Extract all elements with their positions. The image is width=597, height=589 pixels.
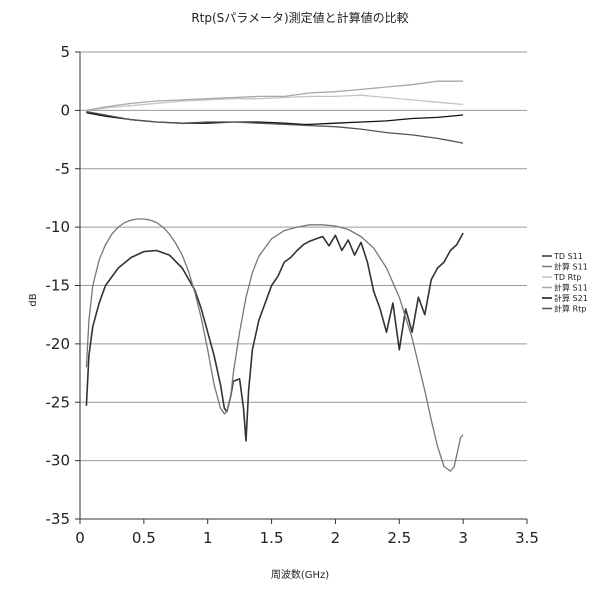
series-line-1 [85, 218, 464, 472]
legend-label: TD S11 [553, 252, 583, 261]
y-tick-label: 0 [60, 101, 70, 119]
x-tick-label: 0 [75, 529, 85, 547]
y-tick-label: -25 [46, 393, 71, 411]
x-tick-label: 0.5 [132, 529, 156, 547]
legend-label: 計算 S11 [554, 262, 588, 272]
legend-label: 計算 S11 [554, 283, 588, 293]
legend-label: 計算 S21 [554, 293, 588, 303]
chart-title: Rtp(Sパラメータ)測定値と計算値の比較 [191, 10, 408, 25]
y-tick-label: -15 [46, 277, 71, 295]
y-tick-label: -35 [46, 510, 71, 528]
x-tick-label: 3.5 [515, 529, 539, 547]
x-tick-label: 3 [458, 529, 468, 547]
x-tick-label: 1.5 [260, 529, 284, 547]
x-axis-title: 周波数(GHz) [271, 568, 329, 581]
x-tick-label: 1 [203, 529, 213, 547]
axes: 50-5-10-15-20-25-30-350 0.5 1 1.5 2 2.5 3 3.5 [46, 43, 539, 547]
legend-label: TD Rtp [553, 273, 581, 282]
series-line-5 [86, 110, 464, 144]
series-line-0 [85, 232, 464, 442]
x-tick-label: 2.5 [387, 529, 411, 547]
y-tick-label: -5 [55, 160, 70, 178]
series-line-2 [86, 94, 464, 112]
series-lines [85, 80, 464, 472]
series-line-4 [86, 112, 464, 126]
legend-label: 計算 Rtp [554, 304, 586, 314]
y-tick-label: -10 [46, 218, 71, 236]
y-tick-label: -30 [46, 452, 71, 470]
series-line-3 [86, 80, 464, 112]
y-tick-label: 5 [60, 43, 70, 61]
gridlines [80, 51, 527, 462]
y-tick-label: -20 [46, 335, 71, 353]
x-tick-label: 2 [331, 529, 341, 547]
y-axis-title: dB [28, 293, 39, 306]
